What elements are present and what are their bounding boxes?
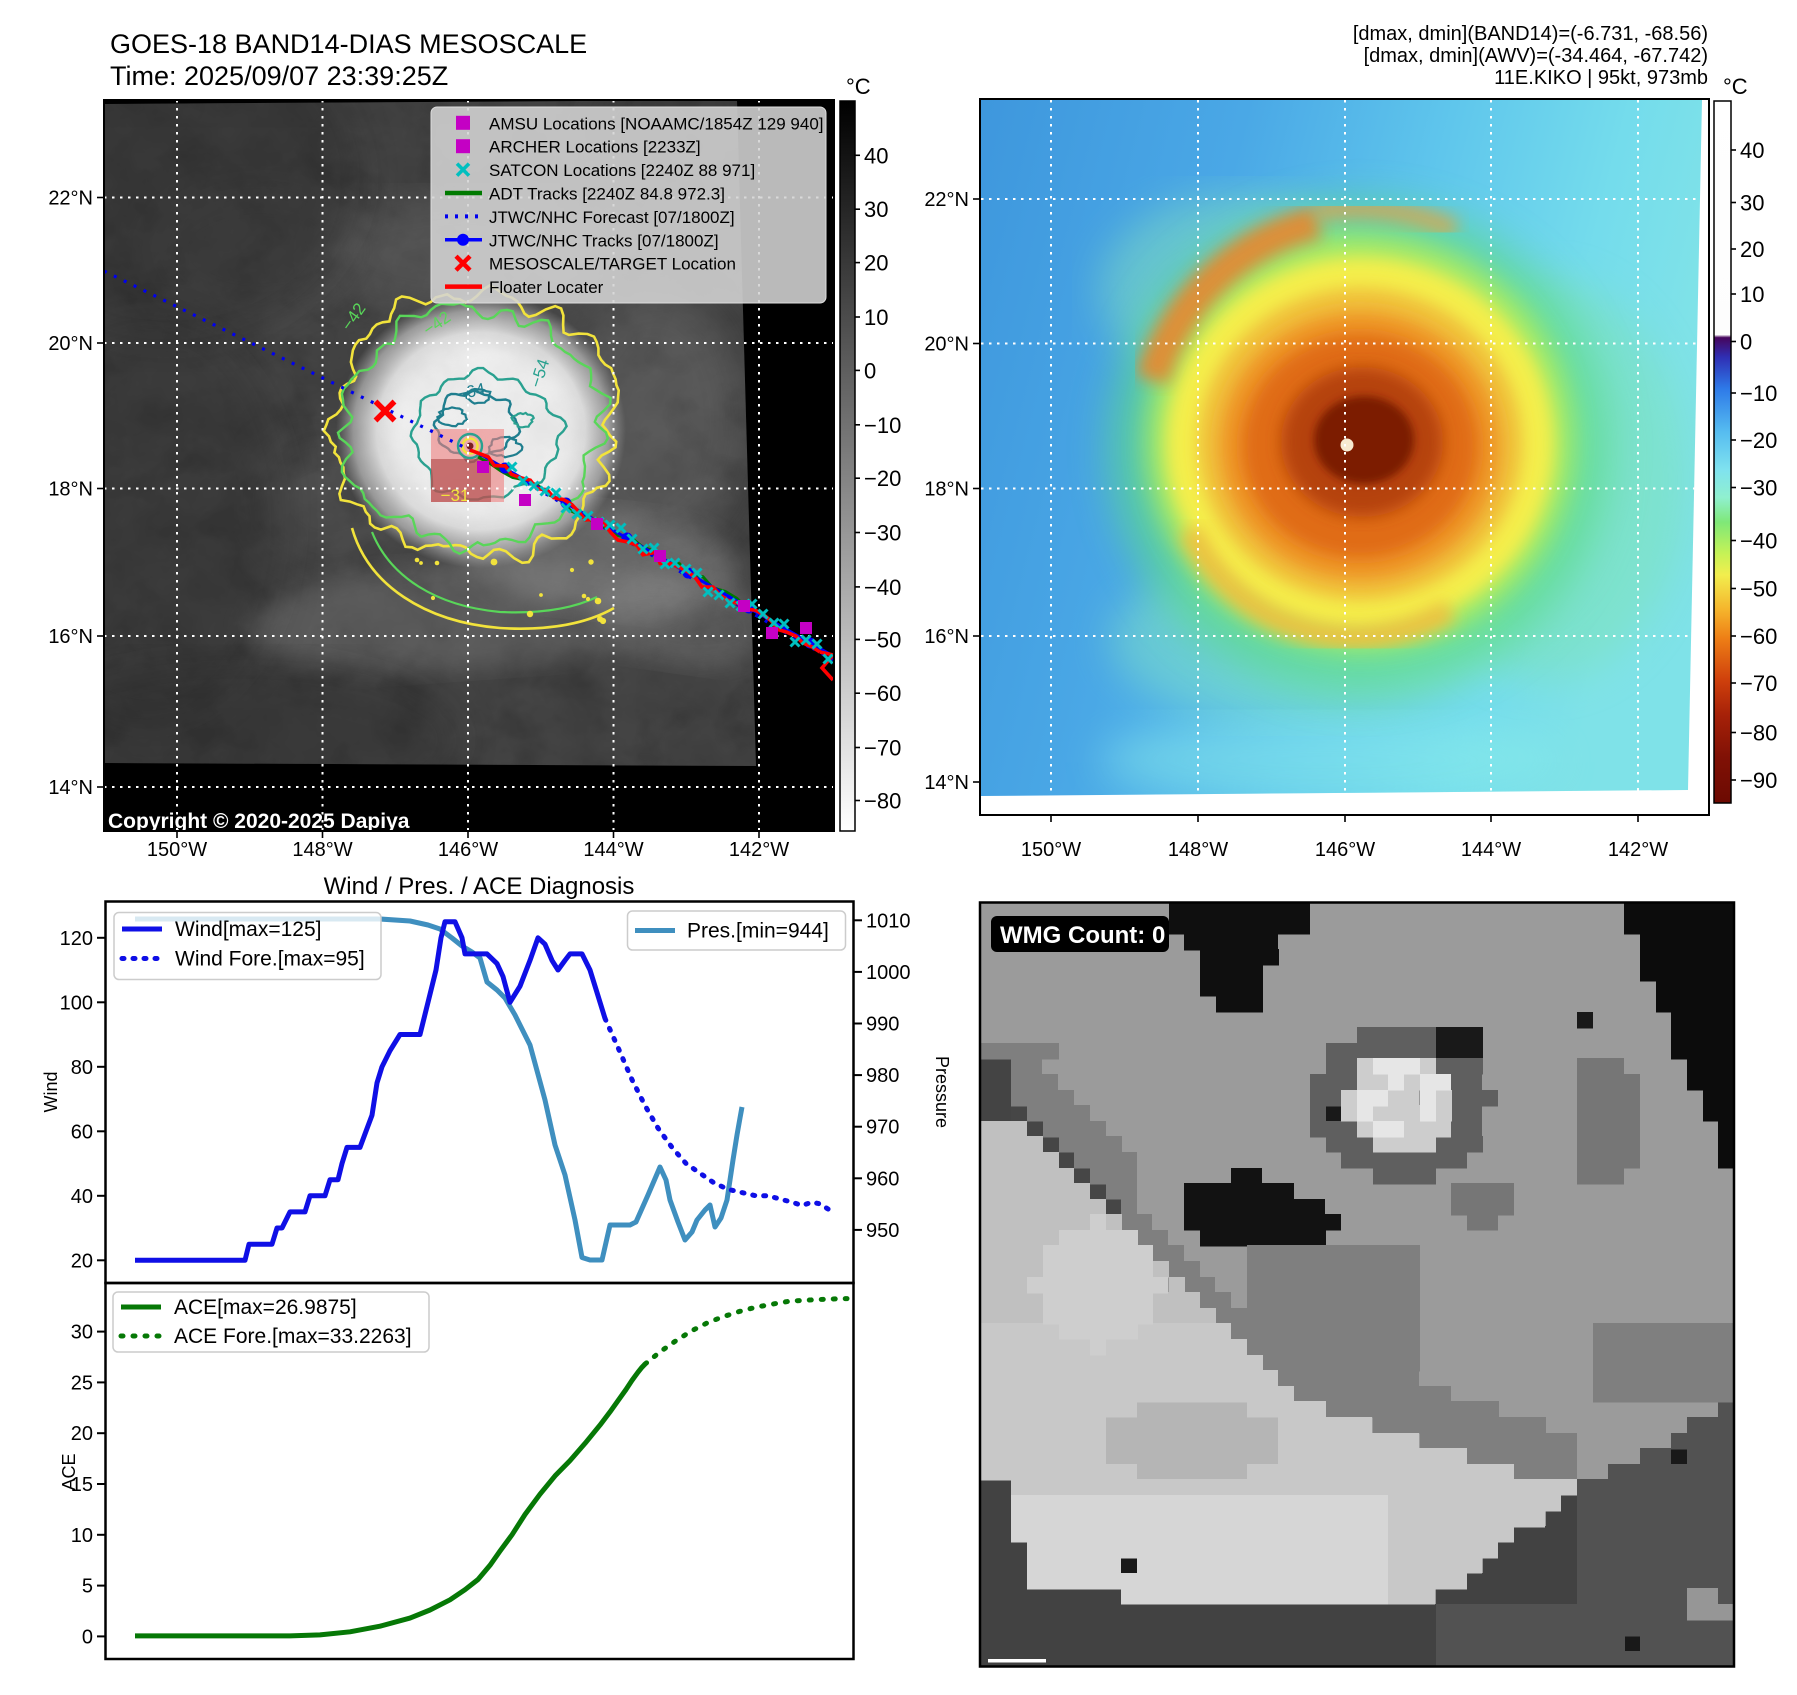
svg-text:10: 10 — [1740, 282, 1764, 307]
svg-text:148°W: 148°W — [292, 839, 352, 861]
svg-text:40: 40 — [864, 143, 888, 168]
svg-text:142°W: 142°W — [729, 839, 789, 861]
svg-text:150°W: 150°W — [147, 839, 207, 861]
svg-text:100: 100 — [60, 992, 93, 1014]
svg-text:−30: −30 — [864, 521, 901, 546]
svg-text:142°W: 142°W — [1608, 839, 1668, 861]
svg-text:−10: −10 — [864, 413, 901, 438]
svg-text:−40: −40 — [1740, 529, 1777, 554]
svg-text:0: 0 — [1740, 330, 1752, 355]
svg-text:1000: 1000 — [866, 962, 911, 984]
svg-text:30: 30 — [71, 1322, 93, 1344]
svg-text:Floater Locater: Floater Locater — [489, 278, 604, 297]
svg-text:40: 40 — [1740, 138, 1764, 163]
svg-text:Wind: Wind — [41, 1071, 61, 1112]
svg-text:−31: −31 — [441, 486, 470, 505]
svg-text:150°W: 150°W — [1021, 839, 1081, 861]
svg-text:ACE Fore.[max=33.2263]: ACE Fore.[max=33.2263] — [174, 1325, 412, 1348]
svg-text:−40: −40 — [864, 575, 901, 600]
svg-text:950: 950 — [866, 1220, 899, 1242]
svg-text:ACE: ACE — [59, 1453, 79, 1490]
svg-text:GOES-18 BAND14-DIAS MESOSCALE: GOES-18 BAND14-DIAS MESOSCALE — [110, 29, 587, 59]
svg-text:−20: −20 — [864, 466, 901, 491]
svg-text:Time: 2025/09/07 23:39:25Z: Time: 2025/09/07 23:39:25Z — [110, 61, 448, 91]
svg-text:−60: −60 — [1740, 624, 1777, 649]
svg-text:18°N: 18°N — [48, 479, 93, 501]
svg-text:16°N: 16°N — [48, 626, 93, 648]
svg-text:148°W: 148°W — [1168, 839, 1228, 861]
svg-text:16°N: 16°N — [924, 626, 969, 648]
svg-text:°C: °C — [846, 74, 871, 99]
svg-text:−80: −80 — [1740, 721, 1777, 746]
svg-text:Pressure: Pressure — [932, 1056, 952, 1128]
svg-text:980: 980 — [866, 1065, 899, 1087]
svg-text:970: 970 — [866, 1117, 899, 1139]
svg-text:WMG Count: 0: WMG Count: 0 — [1000, 922, 1165, 949]
svg-text:20: 20 — [71, 1250, 93, 1272]
svg-text:14°N: 14°N — [924, 772, 969, 794]
svg-text:0: 0 — [82, 1626, 93, 1648]
svg-text:−90: −90 — [1740, 768, 1777, 793]
svg-text:JTWC/NHC Tracks [07/1800Z]: JTWC/NHC Tracks [07/1800Z] — [489, 231, 719, 250]
svg-text:20°N: 20°N — [924, 334, 969, 356]
svg-text:146°W: 146°W — [438, 839, 498, 861]
svg-text:25: 25 — [71, 1372, 93, 1394]
svg-text:120: 120 — [60, 928, 93, 950]
svg-text:Wind Fore.[max=95]: Wind Fore.[max=95] — [175, 948, 365, 971]
svg-text:[dmax, dmin](BAND14)=(-6.731,: [dmax, dmin](BAND14)=(-6.731, -68.56) — [1353, 23, 1708, 45]
svg-text:ACE[max=26.9875]: ACE[max=26.9875] — [174, 1296, 357, 1319]
svg-text:JTWC/NHC Forecast [07/1800Z]: JTWC/NHC Forecast [07/1800Z] — [489, 208, 735, 227]
svg-text:Wind[max=125]: Wind[max=125] — [175, 918, 322, 941]
svg-text:0: 0 — [864, 358, 876, 383]
svg-text:Pres.[min=944]: Pres.[min=944] — [687, 920, 829, 943]
svg-text:[dmax, dmin](AWV)=(-34.464, -6: [dmax, dmin](AWV)=(-34.464, -67.742) — [1364, 45, 1708, 67]
svg-text:144°W: 144°W — [1461, 839, 1521, 861]
svg-text:−50: −50 — [864, 627, 901, 652]
svg-text:−80: −80 — [864, 789, 901, 814]
svg-text:18°N: 18°N — [924, 479, 969, 501]
svg-text:5: 5 — [82, 1576, 93, 1598]
svg-text:14°N: 14°N — [48, 777, 93, 799]
svg-text:−70: −70 — [1740, 671, 1777, 696]
svg-text:AMSU Locations [NOAAMC/1854Z 1: AMSU Locations [NOAAMC/1854Z 129 940] — [489, 114, 824, 133]
svg-text:30: 30 — [1740, 191, 1764, 216]
svg-text:SATCON Locations [2240Z 88 971: SATCON Locations [2240Z 88 971] — [489, 161, 755, 180]
svg-text:22°N: 22°N — [48, 188, 93, 210]
svg-text:MESOSCALE/TARGET Location: MESOSCALE/TARGET Location — [489, 255, 736, 274]
svg-text:Copyright © 2020-2025 Dapiya: Copyright © 2020-2025 Dapiya — [108, 810, 410, 833]
svg-text:°C: °C — [1723, 74, 1748, 99]
svg-text:−20: −20 — [1740, 428, 1777, 453]
svg-text:960: 960 — [866, 1168, 899, 1190]
svg-text:−30: −30 — [1740, 476, 1777, 501]
svg-text:20: 20 — [71, 1423, 93, 1445]
svg-text:−10: −10 — [1740, 381, 1777, 406]
svg-text:1010: 1010 — [866, 910, 911, 932]
svg-text:20: 20 — [1740, 237, 1764, 262]
svg-text:−70: −70 — [864, 736, 901, 761]
svg-text:10: 10 — [864, 305, 888, 330]
svg-text:60: 60 — [71, 1121, 93, 1143]
svg-text:20°N: 20°N — [48, 333, 93, 355]
svg-text:−60: −60 — [864, 681, 901, 706]
svg-text:80: 80 — [71, 1057, 93, 1079]
svg-text:ADT Tracks [2240Z 84.8 972.3]: ADT Tracks [2240Z 84.8 972.3] — [489, 185, 725, 204]
svg-text:Wind / Pres. / ACE Diagnosis: Wind / Pres. / ACE Diagnosis — [324, 873, 635, 900]
svg-text:30: 30 — [864, 197, 888, 222]
svg-text:40: 40 — [71, 1186, 93, 1208]
svg-text:11E.KIKO | 95kt, 973mb: 11E.KIKO | 95kt, 973mb — [1494, 67, 1708, 89]
svg-text:ARCHER Locations [2233Z]: ARCHER Locations [2233Z] — [489, 138, 701, 157]
svg-text:144°W: 144°W — [583, 839, 643, 861]
svg-text:−50: −50 — [1740, 577, 1777, 602]
svg-text:10: 10 — [71, 1525, 93, 1547]
svg-text:15: 15 — [71, 1474, 93, 1496]
svg-text:146°W: 146°W — [1315, 839, 1375, 861]
svg-text:20: 20 — [864, 251, 888, 276]
svg-text:990: 990 — [866, 1014, 899, 1036]
svg-text:22°N: 22°N — [924, 189, 969, 211]
